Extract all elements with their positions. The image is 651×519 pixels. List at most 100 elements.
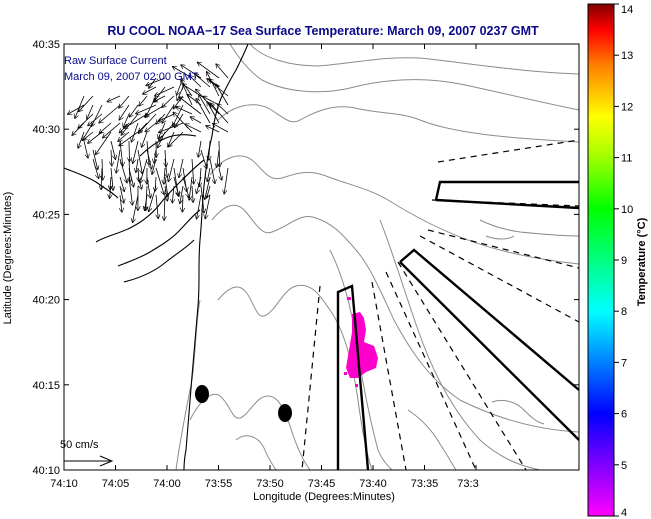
current-vector-arrow <box>124 113 148 128</box>
current-vector-arrow <box>99 104 121 123</box>
current-vector-arrow <box>145 194 147 210</box>
current-vector-arrow <box>176 107 193 115</box>
current-vector-arrow <box>143 86 157 94</box>
current-vector-arrow <box>190 76 202 88</box>
current-vector-arrow <box>111 149 112 166</box>
colorbar-tick-label: 4 <box>621 507 627 519</box>
current-vector-arrow <box>209 140 210 160</box>
current-vector-arrow <box>197 194 202 219</box>
current-vector-arrow <box>158 131 166 148</box>
current-vector-arrow <box>158 113 175 121</box>
current-vector-arrow <box>172 185 174 203</box>
current-vector-arrow <box>110 176 111 189</box>
current-vector-arrow <box>137 176 142 189</box>
current-vector-arrow <box>198 62 220 79</box>
current-vector-arrow <box>219 140 220 167</box>
current-vector-arrow <box>136 158 138 172</box>
current-vector-arrow <box>173 176 179 196</box>
current-vector-arrow <box>129 140 130 161</box>
sector-boxes <box>336 180 579 470</box>
current-vector-arrow <box>185 124 202 133</box>
current-vector-arrow <box>99 122 112 133</box>
y-tick-label: 40:35 <box>32 39 60 51</box>
colorbar-tick-label: 13 <box>621 50 633 62</box>
current-vector-arrow <box>133 194 139 222</box>
radar-site-1 <box>195 385 209 403</box>
x-tick-label: 74:00 <box>153 478 181 490</box>
y-tick-label: 40:15 <box>32 380 60 392</box>
current-vector-arrow <box>119 140 123 166</box>
coastline <box>64 44 249 470</box>
colorbar-ticks: 14 13 12 11 10 9 8 7 6 5 4 <box>614 3 633 519</box>
current-vector-arrow <box>217 149 219 167</box>
x-tick-label: 73:35 <box>411 478 439 490</box>
current-vector-arrow <box>139 122 148 132</box>
current-vector-arrow <box>83 131 94 140</box>
scale-arrow-head-icon <box>99 455 114 467</box>
current-vectors <box>68 62 229 222</box>
current-vector-arrow <box>173 112 193 133</box>
current-vector-arrow <box>119 158 127 183</box>
current-vector-arrow <box>120 194 122 212</box>
current-vector-arrow <box>78 131 85 148</box>
current-vector-arrow <box>189 176 193 200</box>
current-vector-arrow <box>196 99 211 124</box>
current-vector-arrow <box>168 158 175 181</box>
current-vector-arrow <box>132 122 139 142</box>
colorbar-label: Temperature (°C) <box>636 217 648 306</box>
colorbar-tick-label: 11 <box>621 153 632 165</box>
current-vector-arrow <box>128 176 132 205</box>
current-vector-arrow <box>118 131 130 141</box>
colorbar-tick-label: 9 <box>621 255 627 267</box>
current-vector-arrow <box>200 149 207 168</box>
current-vector-arrow <box>217 104 229 115</box>
current-vector-arrow <box>207 102 220 124</box>
current-vector-arrow <box>165 185 167 201</box>
x-tick-label: 73:45 <box>308 478 336 490</box>
current-vector-arrow <box>92 149 98 169</box>
current-vector-arrow <box>96 131 112 154</box>
current-vector-arrow <box>101 167 102 189</box>
current-vector-arrow <box>83 140 88 158</box>
current-vector-arrow <box>146 176 150 198</box>
current-vector-arrow <box>102 158 103 180</box>
current-vector-arrow <box>145 122 157 132</box>
current-vector-arrow <box>146 77 166 85</box>
current-vector-arrow <box>119 176 124 191</box>
x-tick-label: 73:55 <box>205 478 233 490</box>
current-vector-arrow <box>195 74 211 88</box>
plot-area <box>64 44 579 470</box>
current-vector-arrow <box>119 185 124 203</box>
current-vector-arrow <box>88 131 103 143</box>
colorbar-tick-label: 8 <box>621 306 627 318</box>
current-vector-arrow <box>149 185 157 211</box>
current-vector-arrow <box>92 158 99 178</box>
current-vector-arrow <box>68 104 85 114</box>
current-vector-arrow <box>173 104 184 126</box>
current-vector-arrow <box>162 104 175 123</box>
colorbar <box>587 3 615 517</box>
current-vector-arrow <box>175 113 184 128</box>
current-vector-arrow <box>128 167 134 187</box>
current-vector-arrow <box>216 64 229 79</box>
current-vector-arrow <box>207 167 210 181</box>
legend-line-2: March 09, 2007 02:00 GMT <box>64 71 199 83</box>
current-vector-arrow <box>179 97 202 115</box>
y-tick-label: 40:25 <box>32 209 60 221</box>
colorbar-tick-label: 5 <box>621 460 627 472</box>
y-axis-label: Latitude (Degrees:Minutes) <box>2 192 14 325</box>
y-tick-label: 40:20 <box>32 295 60 307</box>
current-vector-arrow <box>155 86 175 96</box>
bathymetry-contours <box>175 44 579 470</box>
legend-line-1: Raw Surface Current <box>64 55 167 67</box>
current-vector-arrow <box>79 95 94 111</box>
current-vector-arrow <box>88 113 103 126</box>
x-axis-ticks: 74:10 74:05 74:00 73:55 73:50 73:45 73:40 73:35… <box>50 465 479 490</box>
current-vector-arrow <box>182 176 189 197</box>
x-tick-label: 74:10 <box>50 478 78 490</box>
current-vector-arrow <box>159 122 184 132</box>
current-vector-arrow <box>116 149 121 173</box>
current-vector-arrow <box>165 158 167 177</box>
current-vector-arrow <box>200 167 202 186</box>
current-vector-arrow <box>119 95 130 108</box>
